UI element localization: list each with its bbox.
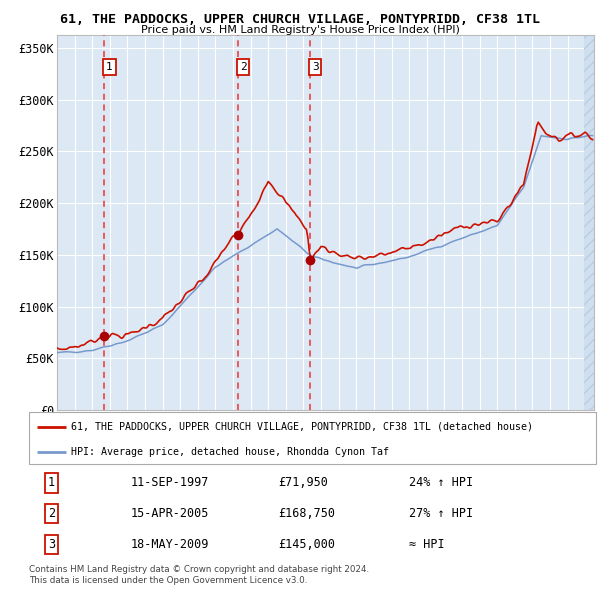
Text: 2: 2 <box>48 507 55 520</box>
Text: 3: 3 <box>48 538 55 551</box>
Text: 24% ↑ HPI: 24% ↑ HPI <box>409 476 473 489</box>
Text: 3: 3 <box>312 63 319 72</box>
Text: 61, THE PADDOCKS, UPPER CHURCH VILLAGE, PONTYPRIDD, CF38 1TL: 61, THE PADDOCKS, UPPER CHURCH VILLAGE, … <box>60 13 540 26</box>
Text: HPI: Average price, detached house, Rhondda Cynon Taf: HPI: Average price, detached house, Rhon… <box>71 447 389 457</box>
Bar <box>584 35 594 410</box>
Text: ≈ HPI: ≈ HPI <box>409 538 445 551</box>
Text: £168,750: £168,750 <box>278 507 335 520</box>
Text: 18-MAY-2009: 18-MAY-2009 <box>131 538 209 551</box>
Text: 61, THE PADDOCKS, UPPER CHURCH VILLAGE, PONTYPRIDD, CF38 1TL (detached house): 61, THE PADDOCKS, UPPER CHURCH VILLAGE, … <box>71 422 533 432</box>
Text: 15-APR-2005: 15-APR-2005 <box>131 507 209 520</box>
Text: 2: 2 <box>240 63 247 72</box>
Text: 1: 1 <box>106 63 113 72</box>
Text: £145,000: £145,000 <box>278 538 335 551</box>
Text: 27% ↑ HPI: 27% ↑ HPI <box>409 507 473 520</box>
FancyBboxPatch shape <box>29 412 596 464</box>
Bar <box>584 35 594 410</box>
Text: 1: 1 <box>48 476 55 489</box>
Text: Contains HM Land Registry data © Crown copyright and database right 2024.
This d: Contains HM Land Registry data © Crown c… <box>29 565 369 585</box>
Text: Price paid vs. HM Land Registry's House Price Index (HPI): Price paid vs. HM Land Registry's House … <box>140 25 460 35</box>
Text: 11-SEP-1997: 11-SEP-1997 <box>131 476 209 489</box>
Text: £71,950: £71,950 <box>278 476 328 489</box>
